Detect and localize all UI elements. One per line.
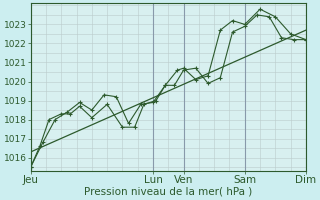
X-axis label: Pression niveau de la mer( hPa ): Pression niveau de la mer( hPa ): [84, 187, 252, 197]
